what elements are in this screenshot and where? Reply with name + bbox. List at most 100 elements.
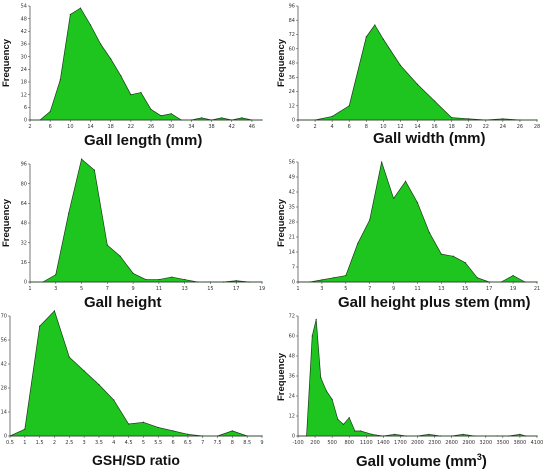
panel-gall-height-plus-stem: 0 7 14 21 28 35 42 49 56 1 3 5 7 9 11 13 15 17 19 21 Frequen…	[275, 158, 550, 312]
y-tick-label: 42	[289, 190, 295, 196]
data-point	[345, 274, 347, 277]
data-point	[171, 276, 173, 278]
data-point	[433, 100, 436, 102]
data-point	[519, 119, 521, 121]
data-point	[127, 423, 130, 425]
panel-gsh-sd-ratio: 0 14 28 42 56 70 0.5 1 1.5 2 2.5 3 3.5 4 4.5 5 5.5 6 6.5 7 7…	[0, 310, 275, 476]
data-point	[79, 7, 82, 9]
data-point	[140, 91, 142, 94]
x-tick-label: 1700	[394, 440, 407, 446]
data-point	[145, 278, 147, 281]
data-point	[80, 158, 83, 160]
x-tick-label: 26	[148, 124, 154, 130]
x-tick-label: 1	[28, 286, 31, 292]
y-tick-label: 6	[24, 105, 27, 111]
data-point	[416, 202, 419, 204]
y-tick-label: 80	[21, 181, 27, 187]
data-point	[525, 435, 527, 437]
x-tick-label: 2	[28, 124, 31, 130]
x-tick-label: 8	[231, 440, 234, 446]
data-point	[68, 212, 70, 214]
data-point	[130, 94, 132, 96]
x-tick-label: 6	[348, 124, 351, 130]
chart-title-gall-height: Gall height	[84, 294, 162, 311]
x-tick-label: 4	[331, 124, 334, 130]
y-tick-label: 96	[21, 162, 27, 168]
x-tick-label: 2900	[462, 440, 475, 446]
y-tick-label: 96	[289, 4, 295, 10]
frequency-area	[297, 24, 538, 121]
x-tick-label: 0.5	[6, 440, 14, 446]
data-point	[100, 43, 102, 45]
x-tick-label: 2	[53, 440, 56, 446]
data-point	[405, 435, 407, 437]
data-point	[216, 435, 219, 437]
x-tick-label: 6	[49, 124, 52, 130]
y-axis-label: Frequency	[1, 38, 12, 87]
data-point	[210, 119, 213, 121]
data-point	[53, 310, 56, 312]
y-tick-label: 12	[289, 103, 295, 109]
data-point	[150, 108, 152, 111]
data-point	[496, 435, 498, 437]
data-point	[337, 418, 339, 420]
y-tick-label: 64	[21, 201, 27, 207]
data-point	[416, 435, 419, 437]
data-point	[68, 356, 70, 358]
data-point	[451, 117, 453, 119]
data-point	[333, 277, 335, 279]
data-point	[241, 117, 243, 119]
x-tick-label: 34	[188, 124, 194, 130]
x-tick-label: 46	[249, 124, 255, 130]
data-point	[83, 370, 85, 372]
x-tick-label: 1	[296, 286, 299, 292]
data-point	[393, 197, 395, 200]
data-point	[59, 79, 61, 81]
data-point	[342, 423, 345, 425]
y-tick-label: 72	[289, 314, 295, 320]
data-point	[160, 115, 162, 117]
x-tick-label: 4100	[531, 440, 544, 446]
data-point	[416, 83, 419, 85]
x-tick-label: 13	[181, 286, 187, 292]
y-tick-label: 0	[292, 118, 295, 124]
x-tick-label: 13	[438, 286, 444, 292]
x-tick-label: 7	[368, 286, 371, 292]
data-point	[297, 119, 299, 121]
data-point	[321, 279, 323, 281]
x-tick-label: 19	[259, 286, 265, 292]
y-tick-label: 30	[21, 54, 27, 60]
y-tick-label: 70	[1, 314, 7, 320]
data-point	[502, 118, 504, 120]
y-axis-label: Frequency	[276, 352, 287, 401]
x-tick-label: 14	[87, 124, 93, 130]
y-tick-label: 24	[289, 89, 295, 95]
chart-title-gall-volume-end: )	[481, 453, 487, 470]
x-tick-label: 15	[207, 286, 213, 292]
x-tick-label: 3800	[514, 440, 527, 446]
y-tick-label: 56	[1, 338, 7, 344]
data-point	[374, 24, 376, 26]
y-tick-label: 56	[289, 160, 295, 166]
data-point	[142, 421, 145, 423]
x-tick-label: 3	[83, 440, 86, 446]
data-point	[42, 281, 44, 283]
data-point	[231, 119, 233, 121]
x-tick-label: 800	[344, 440, 354, 446]
y-tick-label: 24	[21, 67, 27, 73]
x-tick-label: 26	[517, 124, 523, 130]
data-point	[348, 417, 350, 419]
data-point	[202, 435, 204, 437]
data-point	[348, 105, 350, 107]
data-point	[314, 119, 316, 121]
x-tick-label: 2	[313, 124, 316, 130]
data-point	[200, 117, 203, 119]
data-point	[315, 318, 317, 320]
panel-gall-volume: 0 12 24 36 48 60 72 -100 200 500 800 1100 1400 1700 20…	[275, 312, 550, 476]
data-point	[439, 435, 441, 437]
data-point	[157, 426, 159, 429]
x-tick-label: 6.5	[184, 440, 192, 446]
data-point	[231, 430, 233, 432]
data-point	[297, 435, 299, 437]
